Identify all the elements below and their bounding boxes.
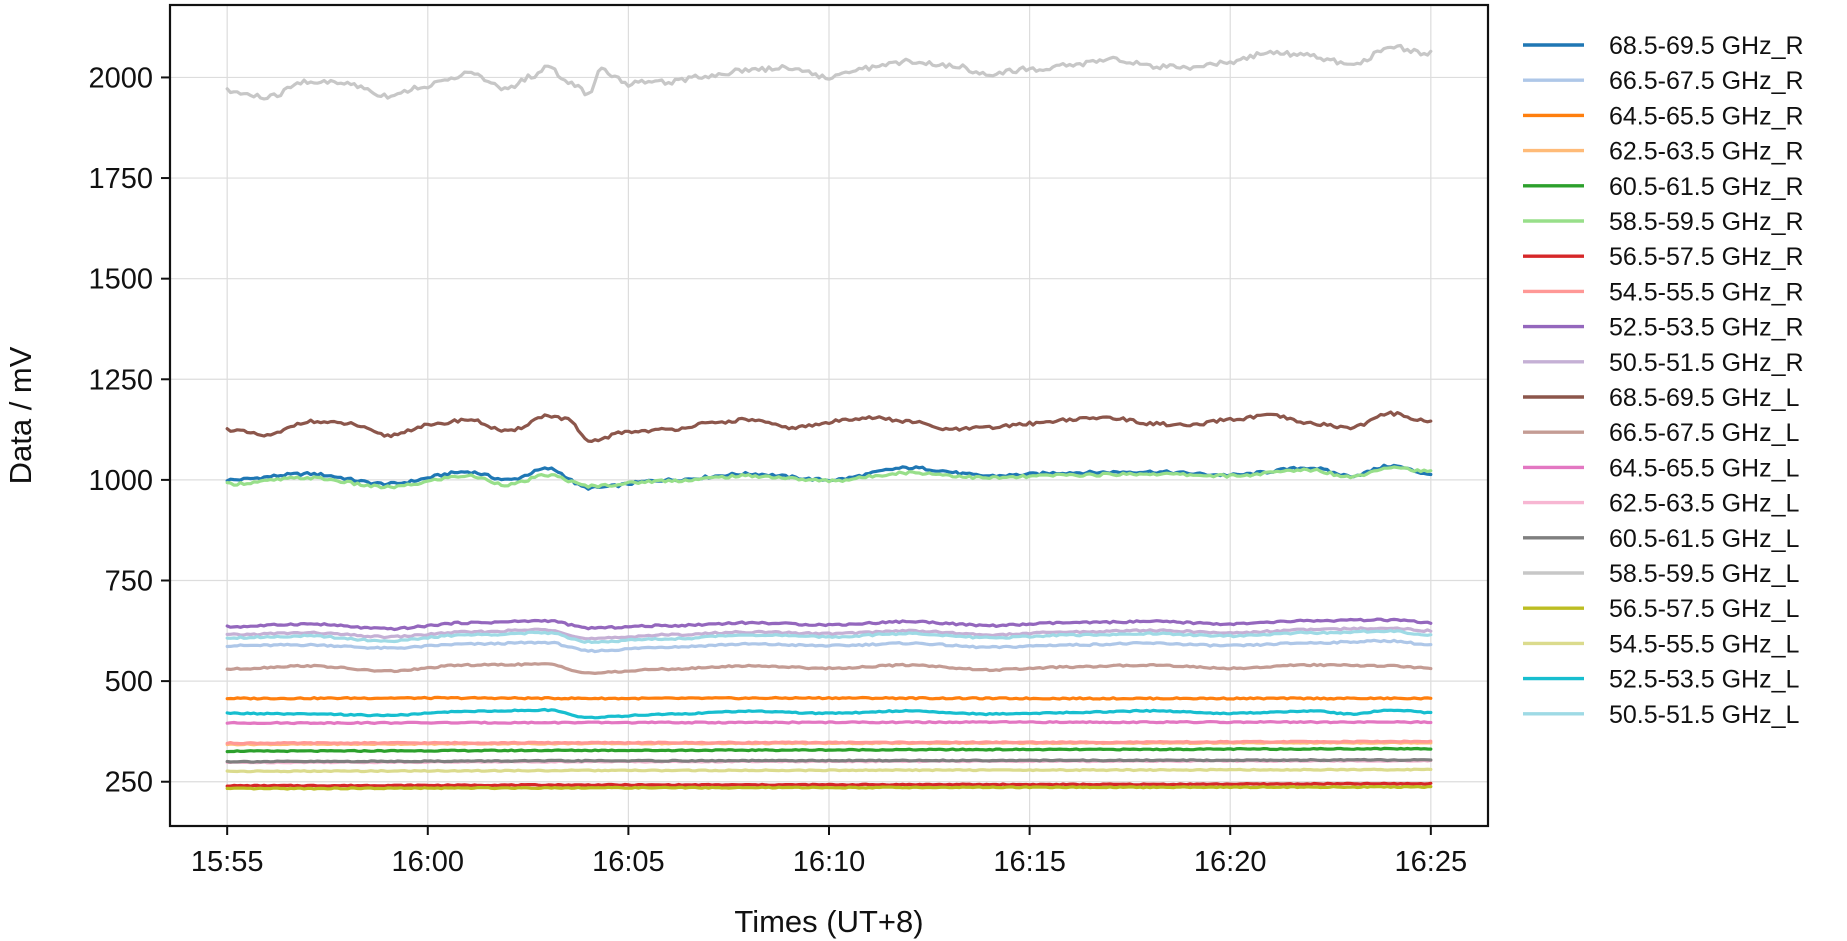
legend-label: 50.5-51.5 GHz_L xyxy=(1609,701,1799,729)
x-tick-label: 16:15 xyxy=(993,846,1066,878)
series-line xyxy=(225,617,1433,632)
series-line xyxy=(225,720,1433,726)
y-tick-label: 2000 xyxy=(88,62,153,94)
legend-label: 50.5-51.5 GHz_R xyxy=(1609,349,1804,377)
x-tick-label: 16:00 xyxy=(391,846,464,878)
y-tick-label: 1500 xyxy=(88,264,153,296)
series-line xyxy=(225,629,1433,644)
x-tick-label: 16:10 xyxy=(793,846,866,878)
legend-label: 68.5-69.5 GHz_R xyxy=(1609,32,1804,60)
legend-label: 54.5-55.5 GHz_L xyxy=(1609,630,1799,658)
series-line xyxy=(225,767,1433,774)
series-line xyxy=(225,410,1433,443)
series-lines xyxy=(225,43,1433,791)
x-tick-label: 16:05 xyxy=(592,846,665,878)
x-tick-label: 16:25 xyxy=(1395,846,1468,878)
legend-label: 58.5-59.5 GHz_R xyxy=(1609,208,1804,236)
legend-label: 56.5-57.5 GHz_L xyxy=(1609,595,1799,623)
x-tick-label: 15:55 xyxy=(191,846,264,878)
legend-label: 62.5-63.5 GHz_L xyxy=(1609,490,1799,518)
y-tick-label: 1750 xyxy=(88,163,153,195)
grid xyxy=(170,5,1488,826)
legend-label: 60.5-61.5 GHz_L xyxy=(1609,525,1799,553)
y-axis-title: Data / mV xyxy=(3,346,38,484)
series-line xyxy=(225,43,1433,101)
legend-label: 68.5-69.5 GHz_L xyxy=(1609,384,1799,412)
series-line xyxy=(225,707,1433,720)
legend-label: 62.5-63.5 GHz_R xyxy=(1609,138,1804,166)
legend-label: 64.5-65.5 GHz_R xyxy=(1609,102,1804,130)
series-line xyxy=(225,746,1433,754)
legend-label: 54.5-55.5 GHz_R xyxy=(1609,278,1804,306)
series-line xyxy=(225,781,1433,788)
series-line xyxy=(225,626,1433,641)
y-axis-ticks: 250 500 750 1000 1250 1500 1750 2000 xyxy=(88,62,170,799)
legend-label: 52.5-53.5 GHz_R xyxy=(1609,314,1804,342)
series-line xyxy=(225,739,1433,746)
series-line xyxy=(225,695,1433,701)
y-tick-label: 1000 xyxy=(88,465,153,497)
y-tick-label: 1250 xyxy=(88,364,153,396)
legend-label: 66.5-67.5 GHz_L xyxy=(1609,419,1799,447)
legend-label: 64.5-65.5 GHz_L xyxy=(1609,454,1799,482)
series-line xyxy=(225,465,1433,490)
series-line xyxy=(225,638,1433,654)
series-line xyxy=(225,757,1433,764)
series-line xyxy=(225,785,1433,791)
series-line xyxy=(225,662,1433,675)
x-tick-label: 16:20 xyxy=(1194,846,1267,878)
y-tick-label: 500 xyxy=(105,666,153,698)
legend-label: 56.5-57.5 GHz_R xyxy=(1609,243,1804,271)
legend-label: 60.5-61.5 GHz_R xyxy=(1609,173,1804,201)
legend: 68.5-69.5 GHz_R 66.5-67.5 GHz_R 64.5-65.5 … xyxy=(1523,32,1804,729)
legend-label: 52.5-53.5 GHz_L xyxy=(1609,666,1799,694)
y-tick-label: 750 xyxy=(105,566,153,598)
legend-label: 58.5-59.5 GHz_L xyxy=(1609,560,1799,588)
x-axis-ticks: 15:55 16:00 16:05 16:10 16:15 16:20 16:25 xyxy=(191,826,1467,878)
legend-label: 66.5-67.5 GHz_R xyxy=(1609,67,1804,95)
y-tick-label: 250 xyxy=(105,767,153,799)
x-axis-title: Times (UT+8) xyxy=(734,904,923,939)
